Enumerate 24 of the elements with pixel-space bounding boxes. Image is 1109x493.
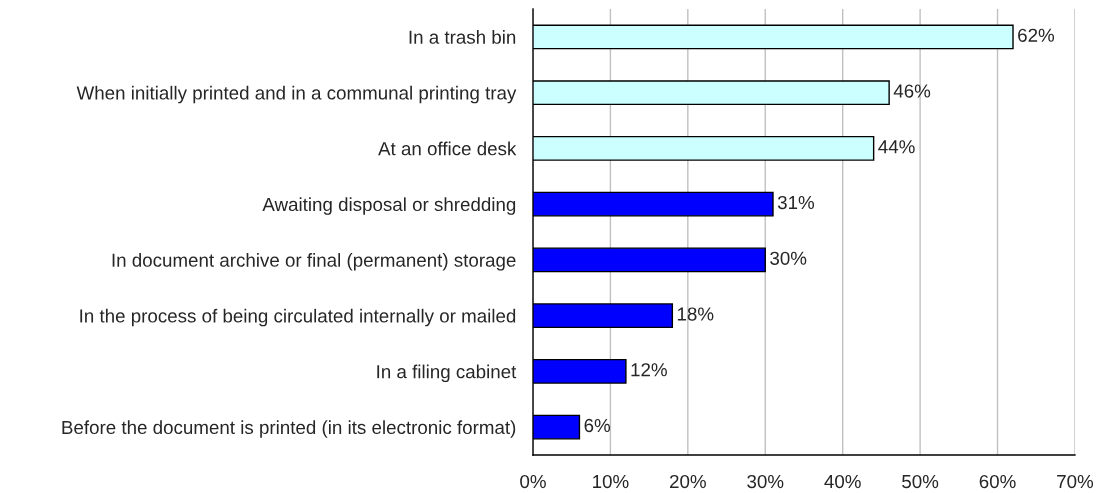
data-label: 12% [631, 363, 667, 377]
data-label: 46% [893, 84, 931, 98]
y-tick-label: When initially printed and in a communal printing tray [76, 85, 517, 104]
data-label: 6% [584, 418, 611, 433]
data-label: 30% [770, 251, 807, 265]
x-tick-label: 10% [593, 474, 629, 489]
data-label: 31% [777, 195, 815, 210]
x-tick-label: 70% [1057, 474, 1094, 489]
x-tick-label: 0% [520, 474, 546, 489]
y-tick-label: In a trash bin [409, 30, 516, 44]
y-tick-label: In a filing cabinet [377, 364, 517, 383]
y-tick-label: Before the document is printed (in its electronic format) [62, 420, 516, 438]
x-tick-label: 60% [979, 474, 1016, 489]
x-tick-label: 20% [670, 474, 706, 489]
y-tick-label: Awaiting disposal or shredding [262, 197, 516, 215]
x-tick-label: 30% [747, 474, 784, 489]
data-label: 18% [677, 307, 714, 321]
x-tick-label: 40% [824, 474, 861, 489]
y-tick-label: At an office desk [378, 141, 517, 156]
data-label: 62% [1018, 28, 1055, 42]
x-tick-label: 50% [902, 474, 939, 489]
data-label: 44% [878, 140, 915, 154]
y-tick-label: In the process of being circulated internally or mailed [80, 308, 516, 327]
y-tick-label: In document archive or final (permanent) storage [112, 253, 516, 271]
